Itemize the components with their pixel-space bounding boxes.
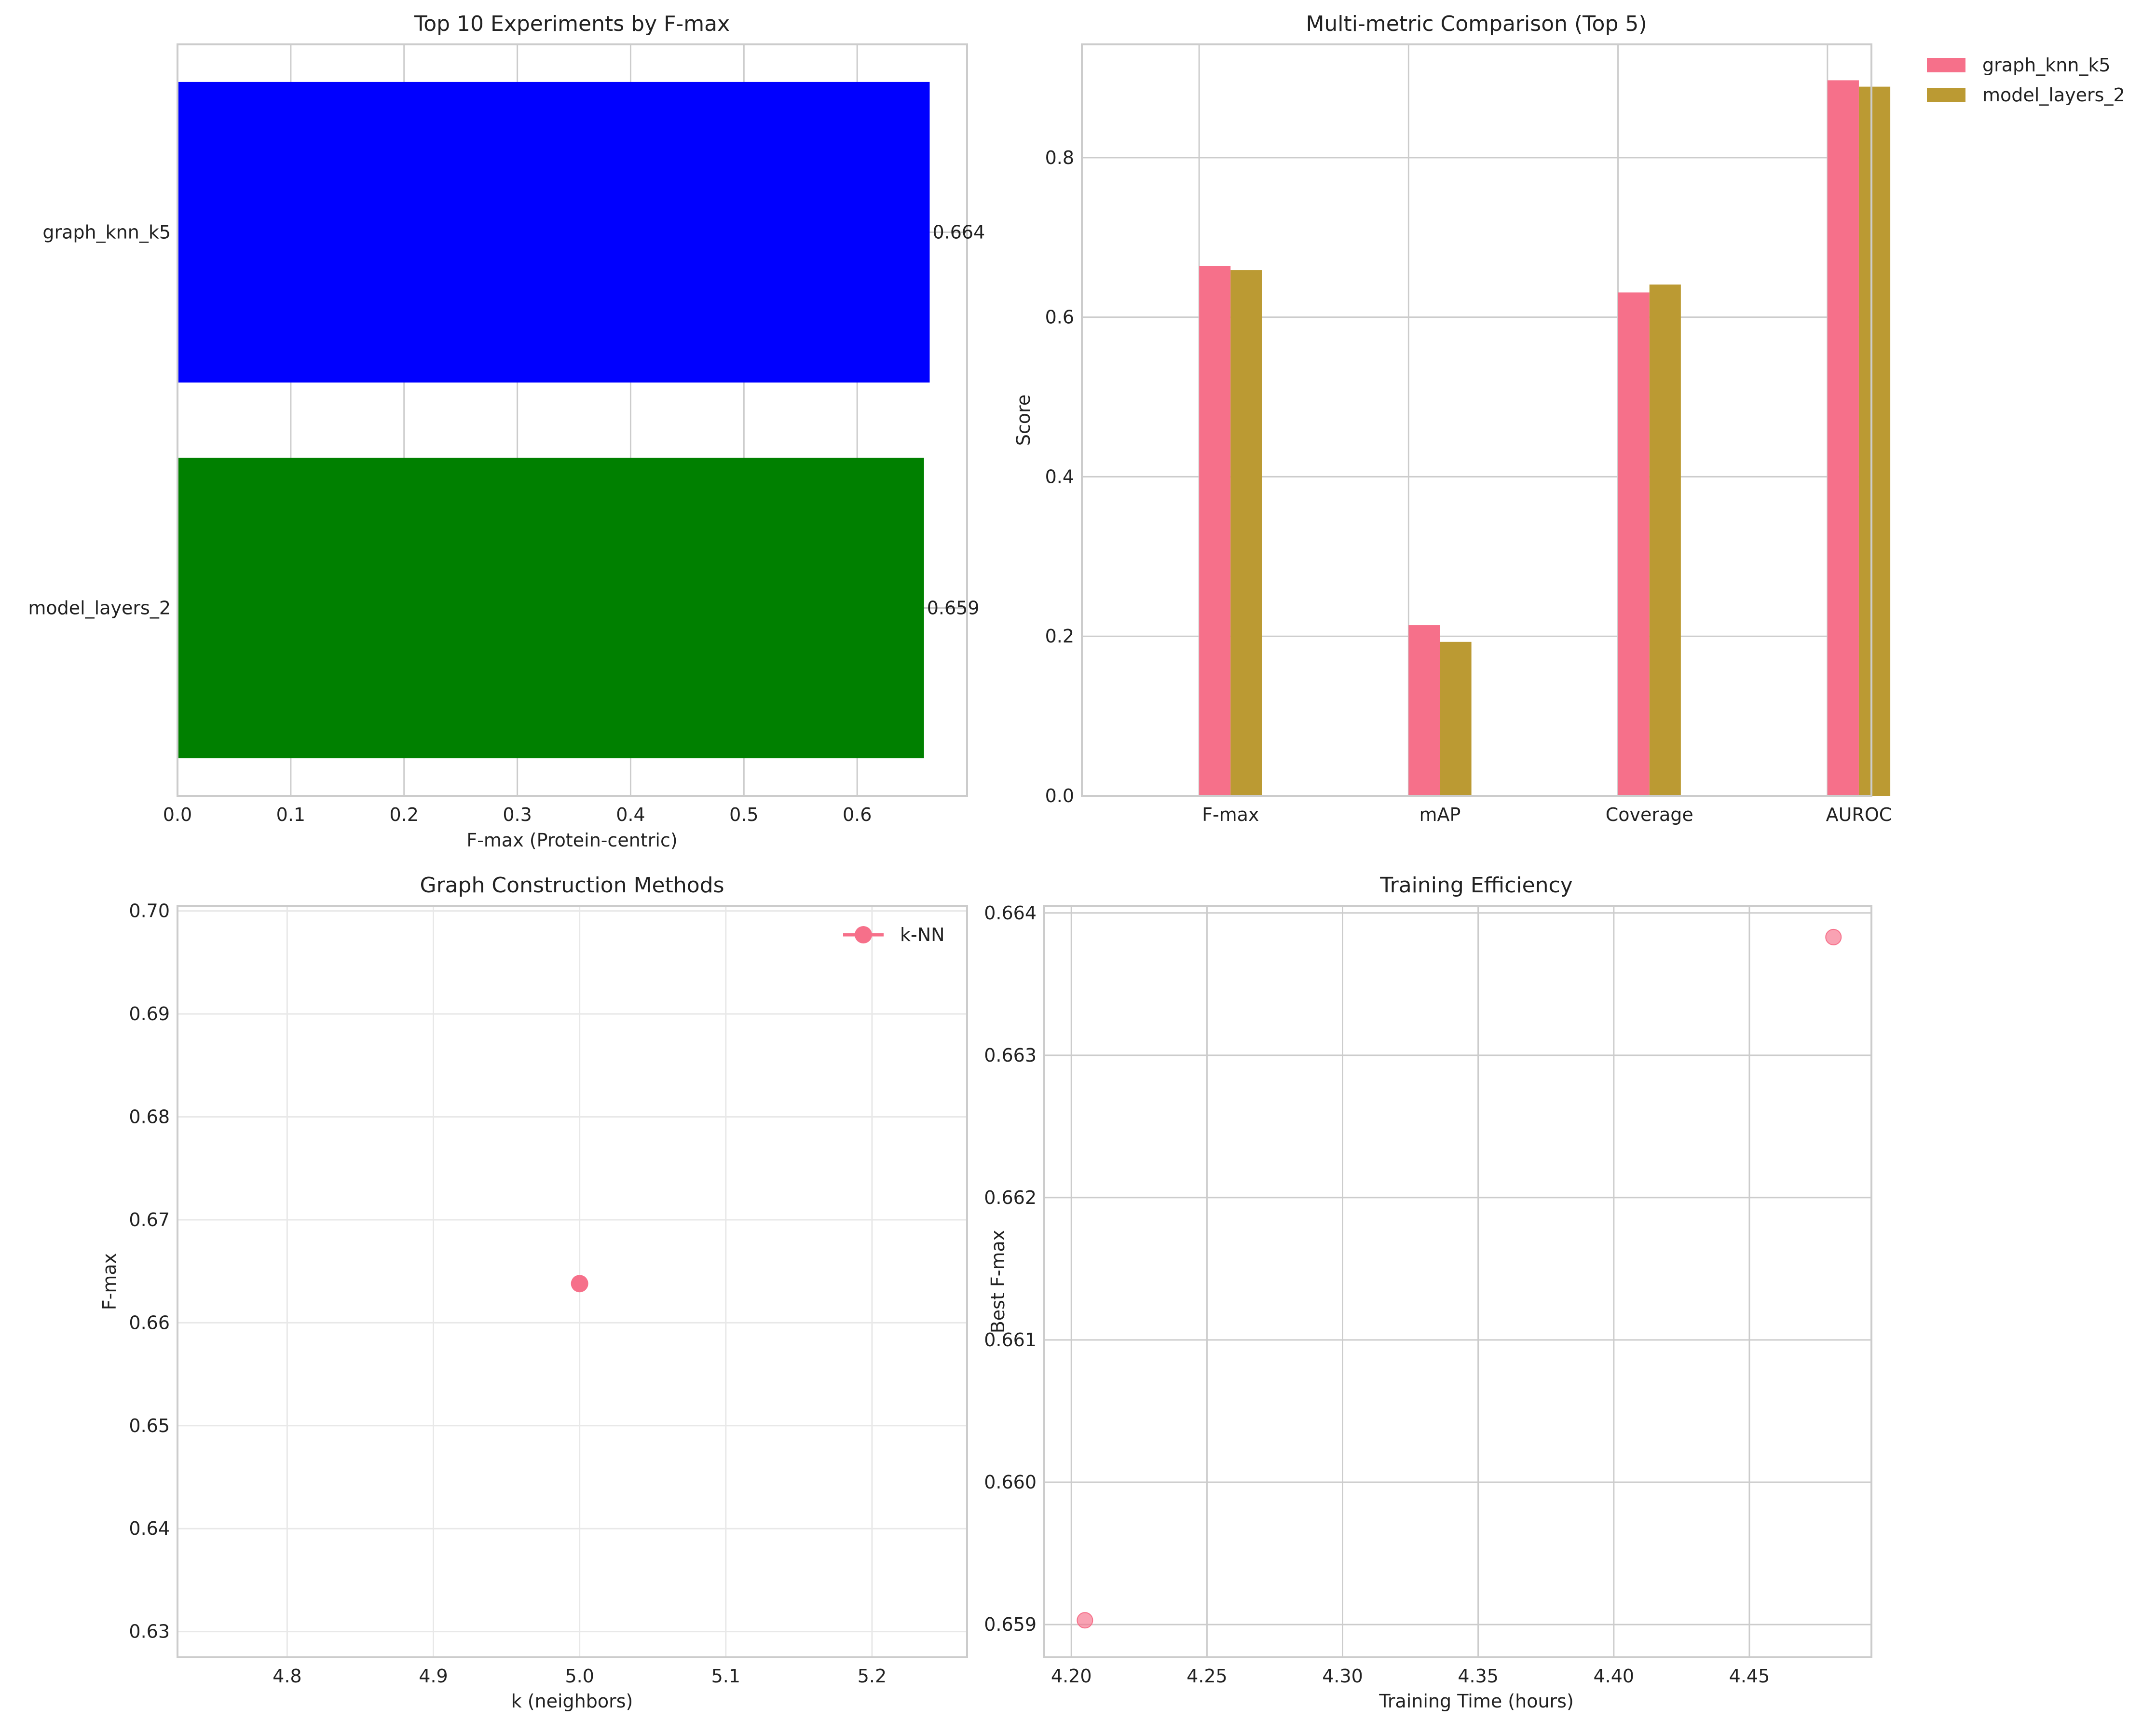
plot-frame bbox=[1081, 43, 1872, 797]
x-tick-label: 5.0 bbox=[565, 1665, 594, 1687]
multi-metric-chart: 0.0 0.2 0.4 0.6 0.8 F-max mAP Coverage AUROC Mul… bbox=[1013, 12, 2125, 825]
y-tick-label: 0.64 bbox=[129, 1518, 170, 1539]
x-tick-label: 5.1 bbox=[711, 1665, 740, 1687]
x-axis-label: Training Time (hours) bbox=[1378, 1691, 1574, 1712]
bar-model_layers_2-AUROC bbox=[1858, 86, 1891, 796]
bar-graph_knn_k5-Coverage bbox=[1618, 292, 1650, 796]
value-label: 0.659 bbox=[927, 598, 980, 619]
legend-label: graph_knn_k5 bbox=[1982, 55, 2111, 76]
bar-model_layers_2 bbox=[177, 457, 924, 759]
x-tick-label: 4.25 bbox=[1187, 1665, 1228, 1687]
top-experiments-chart: 0.0 0.1 0.2 0.3 0.4 0.5 0.6 graph_knn_k5 0.664 mo… bbox=[28, 12, 985, 851]
x-tick-label: 4.20 bbox=[1051, 1665, 1092, 1687]
bar-model_layers_2-mAP bbox=[1440, 642, 1472, 796]
x-tick-label: 4.9 bbox=[419, 1665, 448, 1687]
data-point bbox=[571, 1275, 588, 1293]
x-tick-label: 4.45 bbox=[1729, 1665, 1770, 1687]
y-tick-label: 0.2 bbox=[1045, 626, 1074, 647]
y-axis-label: Best F-max bbox=[987, 1230, 1009, 1334]
chart-title: Top 10 Experiments by F-max bbox=[414, 12, 730, 36]
x-tick-label: 4.8 bbox=[273, 1665, 301, 1687]
x-tick-label: 0.0 bbox=[163, 804, 192, 825]
legend-swatch bbox=[1927, 58, 1965, 72]
y-tick-label: 0.6 bbox=[1045, 307, 1074, 328]
y-tick-label: graph_knn_k5 bbox=[42, 222, 171, 243]
legend-label: model_layers_2 bbox=[1982, 84, 2125, 106]
bar-graph_knn_k5 bbox=[177, 82, 930, 383]
bar-graph_knn_k5-AUROC bbox=[1827, 80, 1859, 796]
y-tick-label: 0.67 bbox=[129, 1209, 170, 1230]
bar-model_layers_2-F-max bbox=[1230, 270, 1262, 796]
x-tick-label: 0.5 bbox=[729, 804, 758, 825]
x-tick-label: 0.4 bbox=[616, 804, 645, 825]
x-tick-label: mAP bbox=[1419, 804, 1461, 825]
y-tick-label: 0.8 bbox=[1045, 147, 1074, 168]
y-tick-label: 0.70 bbox=[129, 901, 170, 922]
y-tick-label: 0.661 bbox=[984, 1329, 1037, 1351]
bar-graph_knn_k5-mAP bbox=[1408, 625, 1440, 796]
plot-frame bbox=[1043, 905, 1872, 1658]
y-tick-label: 0.69 bbox=[129, 1003, 170, 1024]
legend: k-NN bbox=[843, 924, 945, 945]
plot-frame bbox=[177, 905, 968, 1658]
x-tick-label: 4.30 bbox=[1322, 1665, 1363, 1687]
bar-model_layers_2-Coverage bbox=[1649, 284, 1681, 796]
legend: graph_knn_k5 model_layers_2 bbox=[1927, 55, 2125, 106]
x-tick-label: 0.3 bbox=[503, 804, 532, 825]
plot-frame bbox=[177, 43, 968, 797]
y-tick-label: 0.660 bbox=[984, 1472, 1037, 1493]
y-tick-label: 0.0 bbox=[1045, 785, 1074, 806]
x-tick-label: 5.2 bbox=[858, 1665, 887, 1687]
x-tick-label: 0.1 bbox=[276, 804, 305, 825]
legend-label: k-NN bbox=[900, 924, 945, 945]
scatter-point bbox=[1825, 928, 1842, 945]
graph-construction-chart: 4.8 4.9 5.0 5.1 5.2 0.63 0.64 0.65 0.66 0.67 0.68 0… bbox=[99, 873, 968, 1712]
y-tick-label: 0.66 bbox=[129, 1312, 170, 1333]
y-tick-label: model_layers_2 bbox=[28, 598, 171, 619]
x-tick-label: 4.35 bbox=[1458, 1665, 1499, 1687]
x-tick-label: Coverage bbox=[1606, 804, 1693, 825]
legend-swatch bbox=[1927, 88, 1965, 102]
legend-marker bbox=[855, 926, 872, 943]
x-tick-label: 0.2 bbox=[390, 804, 419, 825]
x-tick-label: 0.6 bbox=[843, 804, 872, 825]
y-axis-label: F-max bbox=[99, 1253, 120, 1310]
value-label: 0.664 bbox=[932, 222, 985, 243]
bar-graph_knn_k5-F-max bbox=[1199, 266, 1231, 796]
y-tick-label: 0.664 bbox=[984, 902, 1037, 924]
scatter-point bbox=[1077, 1612, 1093, 1629]
x-tick-label: F-max bbox=[1202, 804, 1259, 825]
training-efficiency-chart: 4.20 4.25 4.30 4.35 4.40 4.45 0.659 0.660 0.661 0… bbox=[984, 873, 1872, 1712]
y-tick-label: 0.663 bbox=[984, 1045, 1037, 1066]
x-tick-label: AUROC bbox=[1826, 804, 1892, 825]
y-tick-label: 0.4 bbox=[1045, 466, 1074, 487]
chart-title: Graph Construction Methods bbox=[420, 873, 724, 898]
y-tick-label: 0.662 bbox=[984, 1187, 1037, 1208]
x-tick-label: 4.40 bbox=[1594, 1665, 1635, 1687]
y-axis-label: Score bbox=[1013, 395, 1034, 446]
y-tick-label: 0.63 bbox=[129, 1621, 170, 1642]
y-tick-label: 0.68 bbox=[129, 1106, 170, 1128]
x-axis-label: k (neighbors) bbox=[511, 1691, 633, 1712]
y-tick-label: 0.659 bbox=[984, 1614, 1037, 1635]
y-tick-label: 0.65 bbox=[129, 1415, 170, 1436]
chart-title: Training Efficiency bbox=[1379, 873, 1573, 898]
chart-title: Multi-metric Comparison (Top 5) bbox=[1306, 12, 1647, 36]
x-axis-label: F-max (Protein-centric) bbox=[466, 830, 677, 851]
